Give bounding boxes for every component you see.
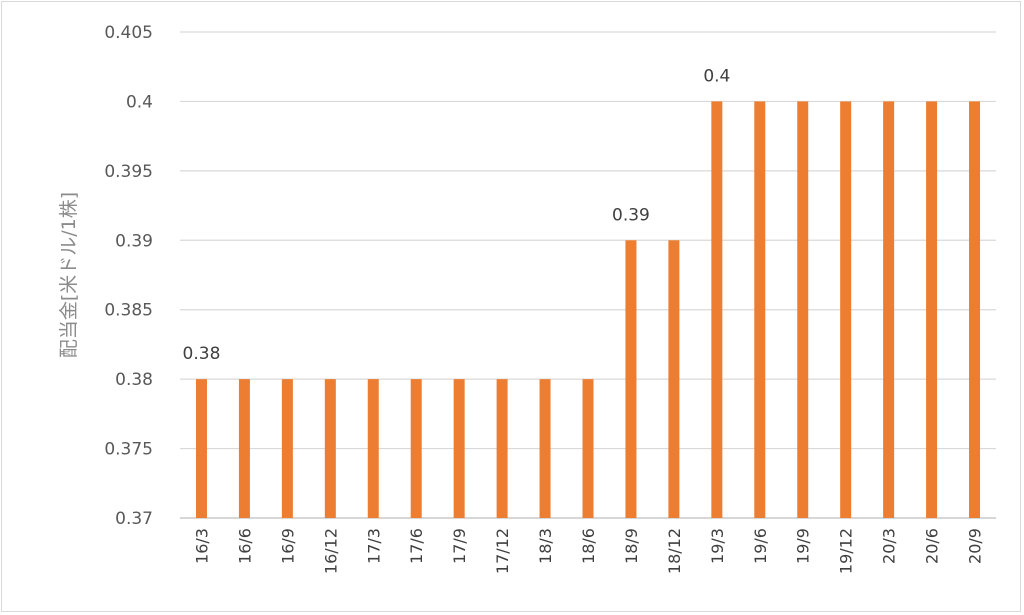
y-axis-ticks: 0.37 0.375 0.38 0.385 0.39 0.395 0.4 0.405	[104, 23, 153, 529]
bar	[926, 101, 938, 518]
bar	[453, 379, 465, 518]
x-tick-label: 19/6	[751, 528, 770, 564]
x-tick-label: 18/3	[536, 528, 555, 564]
bar	[582, 379, 594, 518]
x-tick-label: 17/9	[450, 528, 469, 564]
gridlines	[180, 31, 996, 519]
x-tick-label: 20/6	[923, 528, 942, 564]
x-tick-label: 16/6	[235, 528, 254, 564]
y-tick-label: 0.375	[104, 440, 153, 460]
bar	[281, 379, 293, 518]
x-tick-label: 17/3	[364, 528, 383, 564]
bar	[797, 101, 809, 518]
data-label: 0.38	[183, 344, 221, 364]
bar	[496, 379, 508, 518]
bar	[883, 101, 895, 518]
y-tick-label: 0.4	[126, 92, 153, 112]
y-tick-label: 0.385	[104, 301, 153, 321]
y-tick-label: 0.38	[115, 370, 153, 390]
x-tick-label: 19/3	[708, 528, 727, 564]
x-tick-label: 17/12	[493, 528, 512, 574]
bar	[840, 101, 852, 518]
bar	[195, 379, 207, 518]
bar	[969, 101, 981, 518]
x-tick-label: 18/12	[665, 528, 684, 574]
bar	[367, 379, 379, 518]
bar	[238, 379, 250, 518]
data-label: 0.4	[703, 66, 730, 86]
x-tick-label: 16/12	[321, 528, 340, 574]
bar	[625, 240, 637, 519]
y-tick-label: 0.39	[115, 231, 153, 251]
bar	[711, 101, 723, 518]
x-tick-label: 16/3	[192, 528, 211, 564]
bars	[195, 101, 981, 519]
x-tick-label: 18/6	[579, 528, 598, 564]
data-labels: 0.38 0.39 0.4	[183, 66, 731, 364]
bar	[668, 240, 680, 519]
x-tick-label: 19/12	[837, 528, 856, 574]
y-tick-label: 0.405	[104, 23, 153, 43]
x-tick-label: 16/9	[278, 528, 297, 564]
bar	[324, 379, 336, 518]
x-tick-label: 17/6	[407, 528, 426, 564]
y-axis-label: 配当金[米ドル/1株]	[58, 192, 80, 358]
x-tick-label: 19/9	[794, 528, 813, 564]
y-tick-label: 0.37	[115, 509, 153, 529]
bar	[410, 379, 422, 518]
x-tick-label: 20/9	[966, 528, 985, 564]
x-axis-ticks: 16/3 16/6 16/9 16/12 17/3 17/6 17/9 17/12 18/3 18…	[192, 528, 984, 574]
data-label: 0.39	[612, 205, 650, 225]
bar	[539, 379, 551, 518]
bar	[754, 101, 766, 518]
x-tick-label: 20/3	[880, 528, 899, 564]
y-tick-label: 0.395	[104, 162, 153, 182]
x-tick-label: 18/9	[622, 528, 641, 564]
